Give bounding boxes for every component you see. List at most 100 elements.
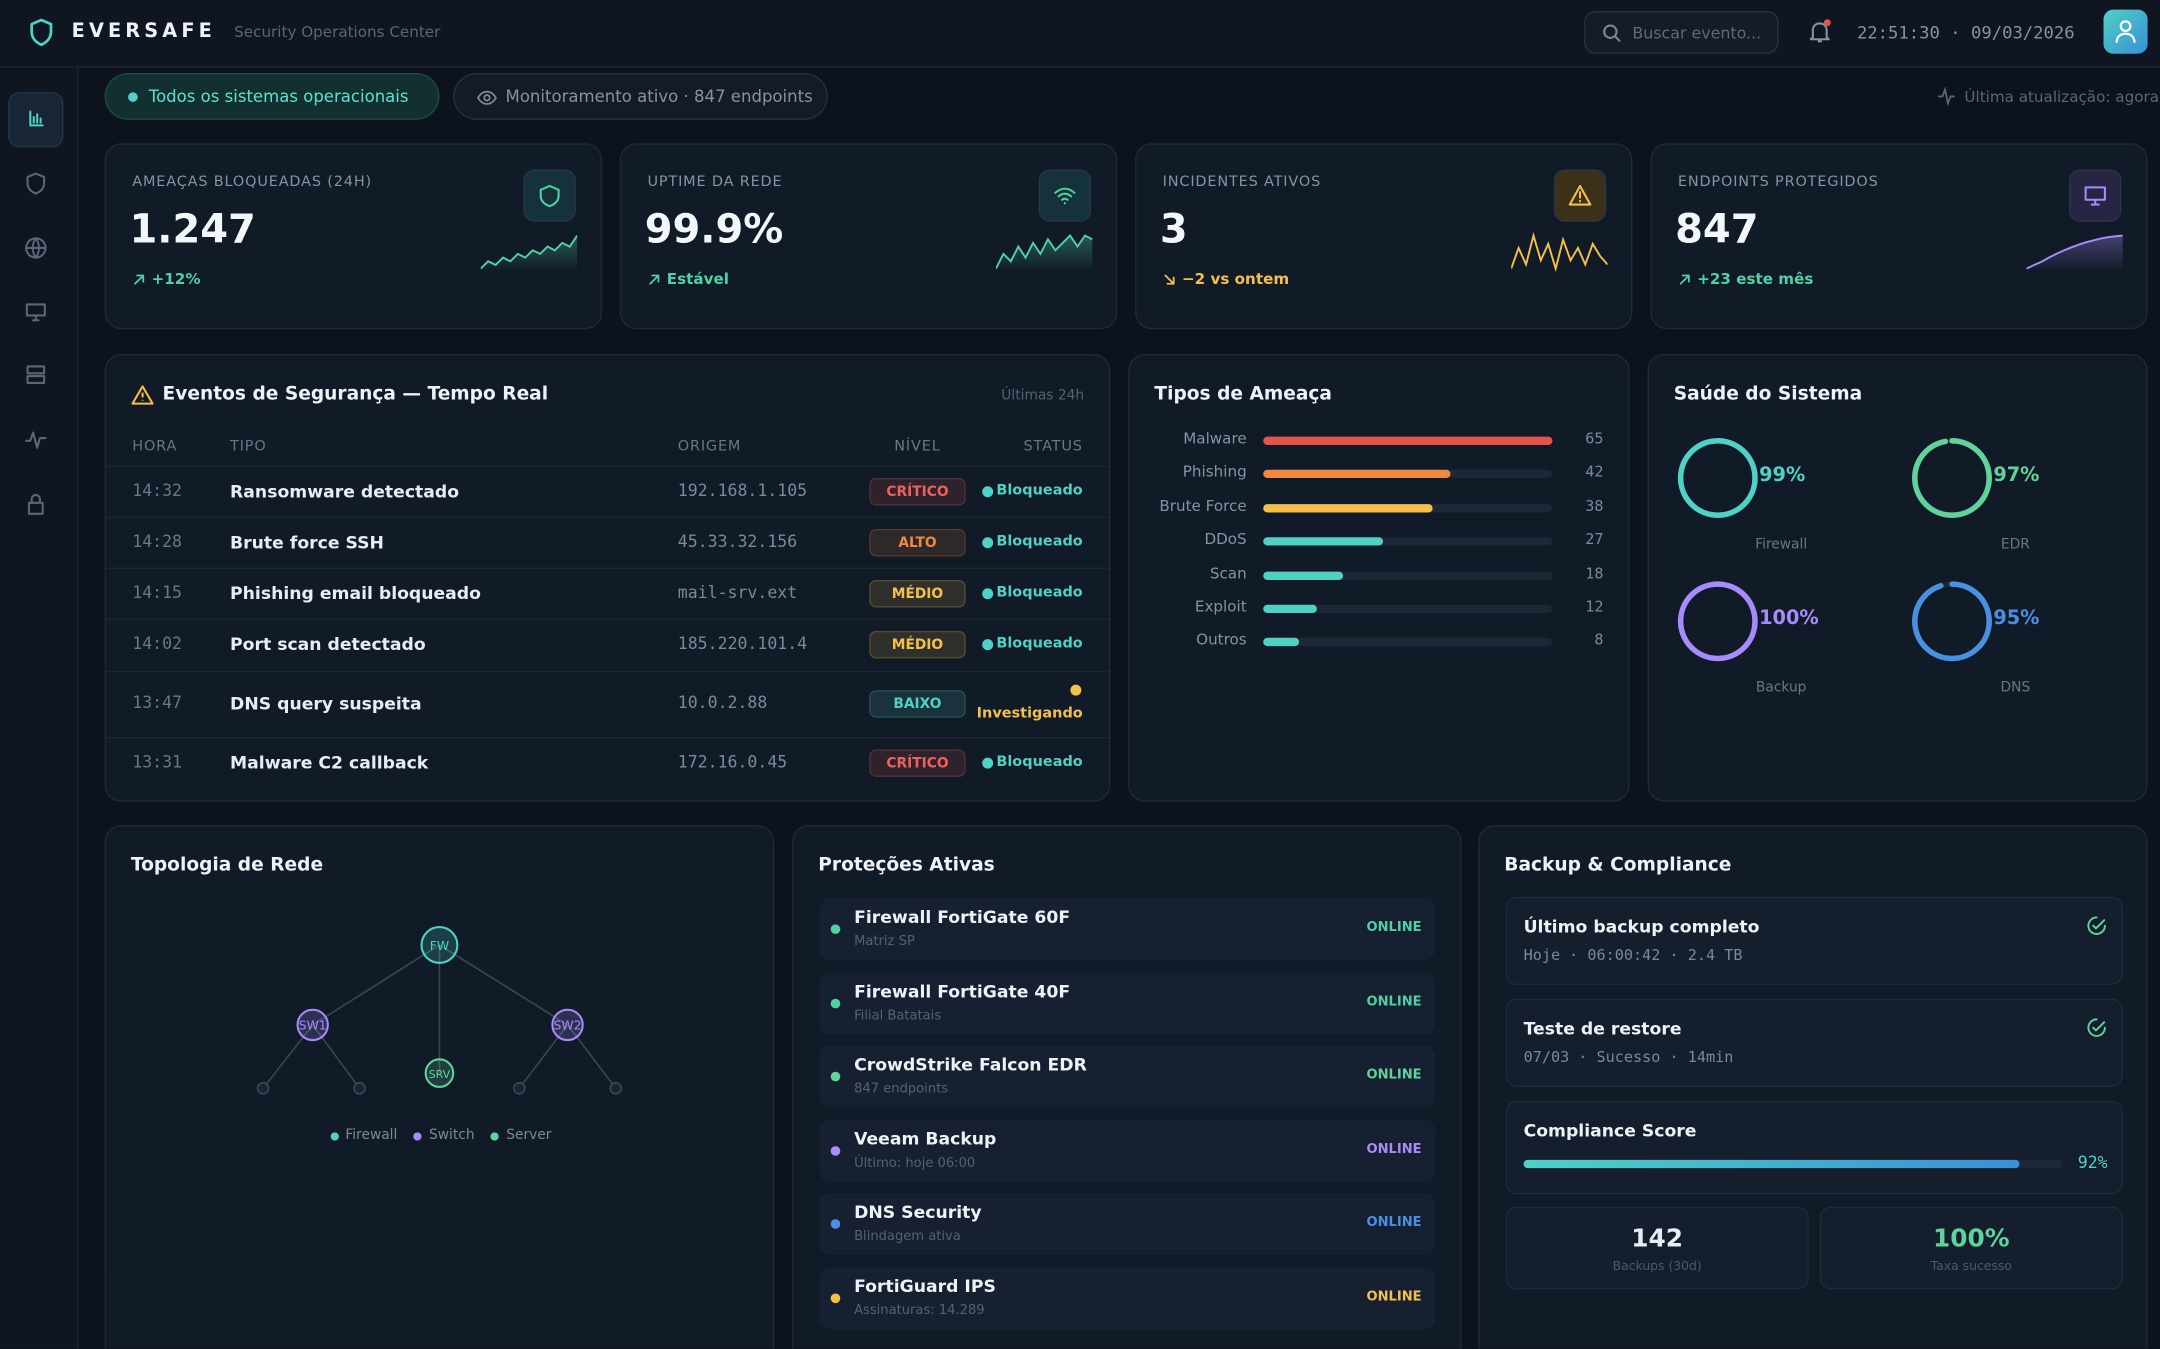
nav-icon xyxy=(25,303,46,322)
legend-dot xyxy=(330,1131,339,1140)
backup-title: Último backup completo xyxy=(1523,916,1760,937)
legend-label: Firewall xyxy=(345,1128,398,1144)
legend-label: Switch xyxy=(428,1128,475,1144)
topology-legend: Firewall Switch Server xyxy=(106,1128,775,1143)
monitor-pill: Monitoramento ativo · 847 endpoints xyxy=(453,73,828,120)
stat-label: Taxa sucesso xyxy=(1930,1260,2012,1275)
protection-sub: Matriz SP xyxy=(854,933,915,950)
node-label: FW xyxy=(430,938,449,953)
card-title: Eventos de Segurança — Tempo Real xyxy=(162,382,549,405)
event-time: 13:31 xyxy=(132,751,183,771)
bell-icon[interactable] xyxy=(1806,18,1834,46)
event-origin: 10.0.2.88 xyxy=(677,692,768,713)
event-type: Port scan detectado xyxy=(230,633,426,655)
threat-name: Exploit xyxy=(1194,597,1247,616)
nav-icon-shape xyxy=(25,431,47,449)
event-origin: 185.220.101.4 xyxy=(677,633,808,653)
trend-icon xyxy=(134,274,145,285)
kpi-icon-shape xyxy=(1054,187,1076,205)
threat-value: 65 xyxy=(1585,429,1604,448)
protection-status: ONLINE xyxy=(1366,993,1422,1010)
trend-icon-shape xyxy=(134,274,145,285)
topology-card: Topologia de Rede FW SW1 SW2 SRV Firewall Sw… xyxy=(104,825,775,1349)
nav-active[interactable] xyxy=(8,92,64,148)
protection-dot xyxy=(830,1071,841,1082)
protection-item: CrowdStrike Falcon EDR 847 endpoints ONLIN… xyxy=(819,1045,1436,1108)
topology-node xyxy=(296,1008,329,1042)
column-header: ORIGEM xyxy=(677,438,742,455)
event-status: Bloqueado xyxy=(996,752,1083,770)
event-status: Bloqueado xyxy=(996,532,1083,549)
protection-status: ONLINE xyxy=(1366,1288,1422,1304)
threat-name: Brute Force xyxy=(1159,497,1247,515)
event-type: Brute force SSH xyxy=(230,531,384,552)
kpi-card: ENDPOINTS PROTEGIDOS 847 +23 este mês xyxy=(1650,143,2148,330)
threat-bar xyxy=(1263,638,1299,647)
status-text: Todos os sistemas operacionais xyxy=(148,86,409,107)
event-type: Phishing email bloqueado xyxy=(230,582,481,603)
level-badge: ALTO xyxy=(869,528,966,556)
trend-icon xyxy=(649,274,660,285)
status-dot xyxy=(982,485,994,497)
nav-icon-shape xyxy=(25,303,46,322)
threat-name: Malware xyxy=(1183,429,1247,448)
search-box[interactable]: Buscar evento... xyxy=(1584,11,1779,54)
kpi-value: 3 xyxy=(1159,205,1188,253)
top-bar: EVERSAFE Security Operations Center Busc… xyxy=(0,0,2160,68)
threat-bar xyxy=(1263,537,1384,546)
backup-title: Teste de restore xyxy=(1523,1018,1682,1039)
protections-card: Proteções Ativas Firewall FortiGate 60F M… xyxy=(792,825,1462,1349)
kpi-icon-shape xyxy=(539,184,560,208)
range-label: Últimas 24h xyxy=(1001,388,1085,404)
threat-value: 42 xyxy=(1585,463,1604,482)
topology-node xyxy=(424,1058,455,1088)
threat-bar xyxy=(1263,436,1553,445)
level-badge: MÉDIO xyxy=(869,630,966,659)
sidebar xyxy=(0,67,79,1349)
protection-name: FortiGuard IPS xyxy=(854,1274,996,1296)
donut-arc xyxy=(1912,581,1992,662)
threat-value: 18 xyxy=(1585,564,1604,583)
card-title: Tipos de Ameaça xyxy=(1154,382,1333,405)
kpi-icon xyxy=(539,184,560,208)
check-icon-shape xyxy=(2087,916,2106,935)
monitor-text: Monitoramento ativo · 847 endpoints xyxy=(505,86,813,107)
event-type: Ransomware detectado xyxy=(230,480,460,501)
threats-card: Tipos de Ameaça Malware 65 Phishing 42 Brute… xyxy=(1128,354,1630,802)
status-dot xyxy=(1070,684,1082,696)
status-dot xyxy=(982,536,994,548)
protection-item: FortiGuard IPS Assinaturas: 14.289 ONLINE xyxy=(819,1266,1436,1329)
protection-dot xyxy=(830,1292,841,1303)
sparkline-line xyxy=(2026,234,2123,270)
protection-name: DNS Security xyxy=(854,1201,982,1222)
protection-status: ONLINE xyxy=(1366,920,1422,936)
kpi-card: UPTIME DA REDE 99.9% Estável xyxy=(619,143,1118,330)
donut xyxy=(1912,438,1992,518)
threat-value: 27 xyxy=(1585,530,1604,549)
health-card: Saúde do Sistema 99% Firewall 97% EDR 100% Ba… xyxy=(1647,354,2148,802)
nav-icon-shape xyxy=(25,237,47,259)
kpi-delta: −2 vs ontem xyxy=(1181,270,1290,288)
donut-name: EDR xyxy=(2000,537,2030,553)
nav-icon-shape xyxy=(26,172,46,195)
nav-icon xyxy=(25,431,47,449)
trend-icon xyxy=(1679,274,1690,285)
protection-status: ONLINE xyxy=(1366,1215,1422,1231)
threat-name: DDoS xyxy=(1204,530,1247,549)
column-header: STATUS xyxy=(1023,438,1083,455)
card-title: Proteções Ativas xyxy=(818,854,995,877)
threat-name: Outros xyxy=(1196,631,1247,650)
sparkline-line xyxy=(1511,231,1608,272)
stat-box: 142 Backups (30d) xyxy=(1505,1206,1809,1290)
avatar[interactable] xyxy=(2103,9,2148,54)
status-dot xyxy=(982,756,994,768)
bar-track xyxy=(1263,604,1553,614)
sparkline xyxy=(2026,234,2123,272)
event-time: 14:28 xyxy=(132,531,183,551)
sparkline xyxy=(1511,231,1608,272)
backup-item: Teste de restore 07/03 · Sucesso · 14min xyxy=(1505,998,2123,1087)
protection-sub: 847 endpoints xyxy=(854,1081,949,1097)
donut-name: Backup xyxy=(1755,680,1807,696)
threat-name: Phishing xyxy=(1182,463,1247,482)
